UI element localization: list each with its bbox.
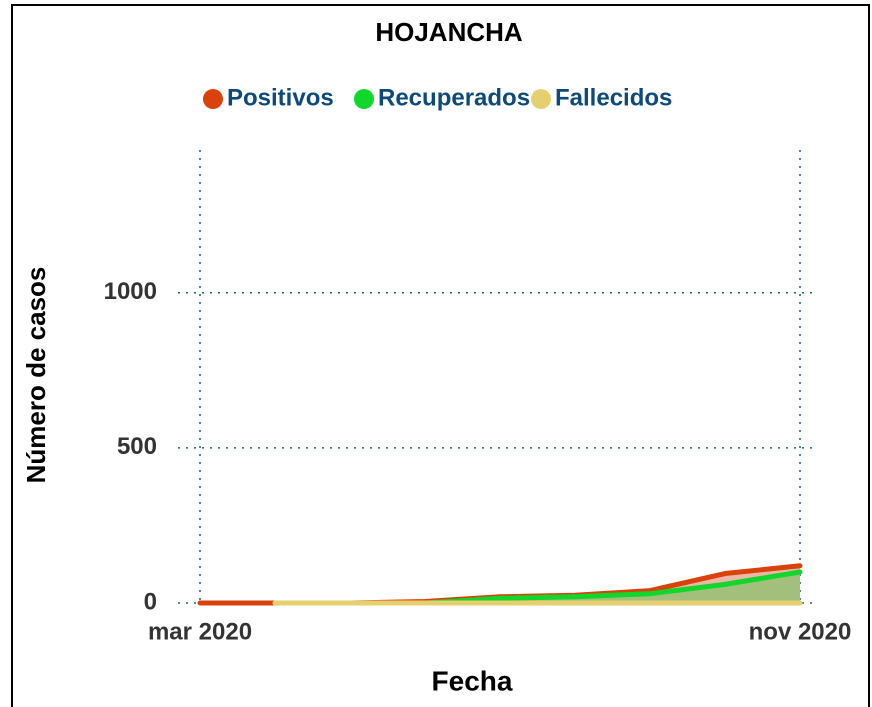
y-axis-label: Número de casos (21, 267, 51, 484)
y-tick-label: 0 (144, 588, 157, 615)
x-axis-label: Fecha (432, 665, 513, 696)
y-tick-label: 500 (117, 433, 157, 460)
area (275, 571, 800, 603)
legend-label: Recuperados (378, 84, 530, 111)
legend-marker (531, 89, 551, 109)
y-tick-label: 1000 (104, 278, 157, 305)
legend-label: Fallecidos (555, 84, 672, 111)
x-tick-label: mar 2020 (148, 618, 252, 645)
legend-marker (203, 89, 223, 109)
chart-title: HOJANCHA (375, 17, 523, 47)
x-tick-label: nov 2020 (749, 618, 852, 645)
legend-marker (354, 89, 374, 109)
legend-label: Positivos (227, 84, 334, 111)
